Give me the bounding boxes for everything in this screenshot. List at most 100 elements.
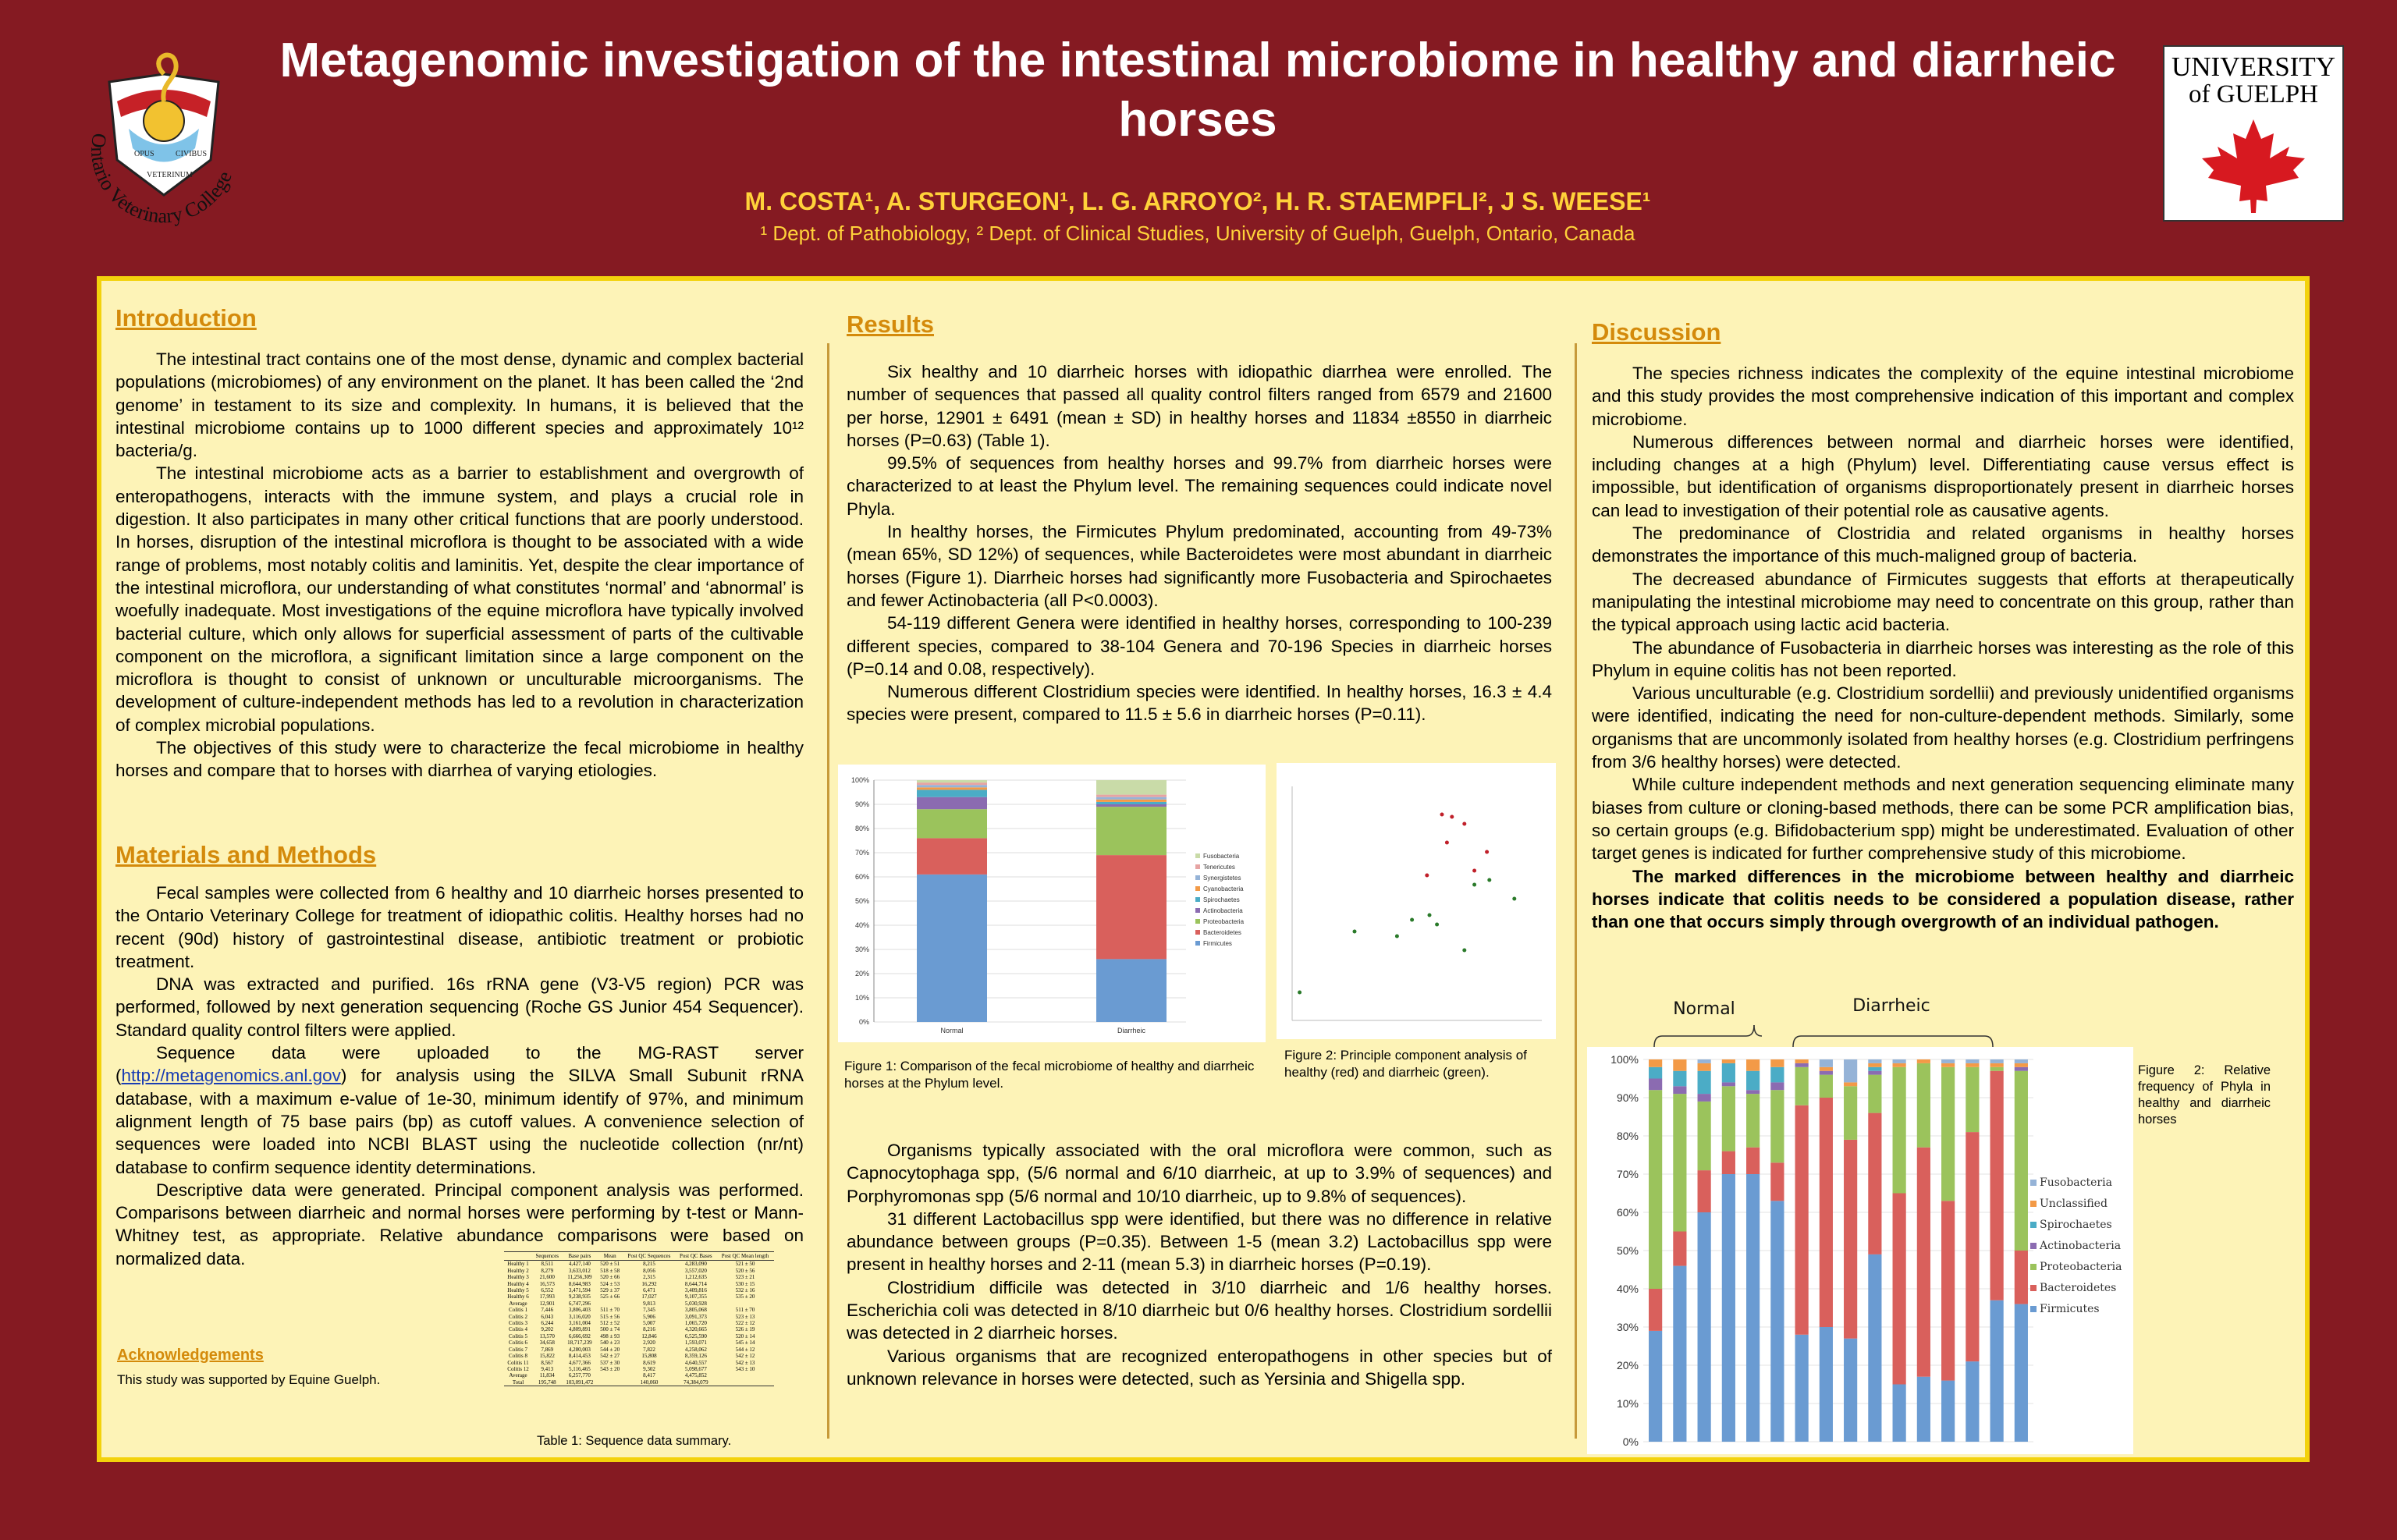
legend-swatch [1195,897,1200,902]
table-cell: 8,216 [643,1326,655,1333]
table-cell: 529 ± 37 [600,1287,620,1294]
table-cell: 6,471 [643,1287,655,1294]
brace-normal [1753,1024,1763,1037]
ovc-banner-3: CIVIBUS [176,150,207,158]
pca-point-diarrheic [1512,896,1517,901]
legend-swatch [2030,1180,2037,1186]
legend-swatch [2030,1306,2037,1312]
table-cell: Average [509,1300,527,1307]
figure-2-pca-chart [1277,763,1556,1039]
table-row: Healthy 6 17,993 9,238,935 525 ± 66 17,027 9,… [504,1293,774,1300]
table-cell: Colitis 3 [509,1320,527,1327]
table-cell: 8,215 [643,1261,655,1268]
table-cell: 530 ± 15 [735,1280,755,1287]
table-cell: 8,619 [643,1359,655,1366]
bar-segment [1770,1201,1784,1442]
table-cell: 8,414,453 [568,1353,591,1360]
bar-segment [1795,1066,1809,1105]
table-cell: 544 ± 20 [600,1346,620,1353]
y-tick-label: 50% [1617,1244,1639,1257]
legend-swatch [2030,1264,2037,1270]
bar-segment [1673,1231,1687,1266]
bar-segment [1868,1063,1882,1067]
table-cell [597,1372,623,1379]
legend-swatch [1195,930,1200,935]
table-cell: 16,292 [641,1280,657,1287]
bar-segment [1819,1074,1833,1098]
bar-segment [1941,1059,1955,1063]
results-body-1: Six healthy and 10 diarrheic horses with… [847,360,1552,726]
bar-segment [1844,1086,1858,1140]
y-tick-label: 40% [855,921,869,929]
y-tick-label: 70% [855,849,869,857]
pca-point-healthy [1425,873,1429,878]
table-cell: 523 ± 13 [735,1313,755,1320]
bar-segment [1721,1174,1735,1442]
results-paragraph: Organisms typically associated with the … [847,1141,1552,1206]
legend-label: Fusobacteria [1203,853,1240,860]
figure-3-relative-phyla-chart: Normal Diarrheic 0% 10% 20% 30% 40% 50% 60% 70% 80… [1587,996,2133,1454]
results-heading: Results [847,310,934,338]
table-cell: 8,644,983 [568,1280,591,1287]
table-cell: 16,573 [539,1280,555,1287]
table-cell: Total [512,1379,524,1386]
bar-segment [917,797,987,810]
bar-segment [1746,1147,1760,1174]
bar-segment [1868,1112,1882,1254]
bar-segment [1096,804,1167,807]
methods-paragraph: DNA was extracted and purified. 16s rRNA… [115,974,804,1040]
ack-text: This study was supported by Equine Guelp… [117,1372,381,1387]
figure-1-phylum-chart: 0% 10% 20% 30% 40% 50% 60% 70% 80% 90% 100% Normal D… [838,765,1266,1042]
table-cell: 511 ± 70 [735,1307,755,1314]
bar-segment [1096,807,1167,856]
bar-segment [1649,1090,1663,1289]
pca-point-diarrheic [1435,922,1440,927]
table-row: Colitis 7 7,869 4,280,003 544 ± 20 7,822 4,25… [504,1347,774,1353]
table-cell: 5,030,928 [684,1300,707,1307]
table-cell: 13,570 [539,1332,555,1340]
table-cell: 6,666,692 [568,1332,591,1340]
table-cell: 7,822 [643,1346,655,1353]
bar-segment [1819,1059,1833,1067]
bar-segment [1868,1070,1882,1075]
table-cell: 8,644,714 [684,1280,707,1287]
table-row: Colitis 6 34,658 18,717,239 540 ± 23 2,920 1,… [504,1340,774,1346]
table-row: Colitis 4 9,202 4,809,891 500 ± 74 8,216 4,32… [504,1326,774,1332]
table-cell: 11,834 [539,1372,555,1379]
table-cell: 520 ± 66 [600,1274,620,1281]
table-cell: Colitis 8 [509,1353,527,1360]
intro-body: The intestinal tract contains one of the… [115,348,804,782]
figure-3-caption: Figure 2: Relative frequency of Phyla in… [2138,1063,2271,1127]
legend-swatch [1195,886,1200,891]
results-paragraph: 31 different Lactobacillus spp were iden… [847,1208,1552,1275]
table-cell: 520 ± 56 [735,1267,755,1274]
table-row: Healthy 2 8,279 3,633,012 518 ± 58 8,056 3,55… [504,1268,774,1274]
maple-leaf-icon [2202,119,2305,213]
table-cell: 17,993 [539,1293,555,1300]
methods-paragraph: Descriptive data were generated. Princip… [115,1180,804,1269]
bar-segment [1916,1063,1930,1148]
mg-rast-link[interactable]: http://metagenomics.anl.gov [121,1066,341,1086]
bar-segment [1966,1066,1980,1133]
legend-label: Actinobacteria [2039,1240,2121,1252]
bar-segment [1096,855,1167,960]
bar-segment [1892,1063,1906,1067]
legend-label: Firmicutes [1203,940,1232,947]
bar-segment [1770,1090,1784,1163]
table-row: Healthy 5 6,552 3,471,594 529 ± 37 6,471 3,40… [504,1287,774,1293]
bar-segment [1770,1059,1784,1067]
bar-segment [917,780,987,783]
table-cell: 7,345 [643,1307,655,1314]
legend-label: Cyanobacteria [1203,885,1244,892]
discussion-body: The species richness indicates the compl… [1592,362,2294,933]
bar-segment [1966,1361,1980,1442]
y-tick-label: 20% [855,970,869,978]
table-cell: 4,640,557 [684,1359,707,1366]
table-cell: 17,027 [641,1293,657,1300]
bar-segment [1649,1066,1663,1079]
column-divider-1 [827,343,829,1439]
bar-segment [1746,1059,1760,1071]
bar-segment [1795,1105,1809,1335]
table-cell: 9,302 [643,1365,655,1372]
legend-label: Synergistetes [1203,875,1241,882]
